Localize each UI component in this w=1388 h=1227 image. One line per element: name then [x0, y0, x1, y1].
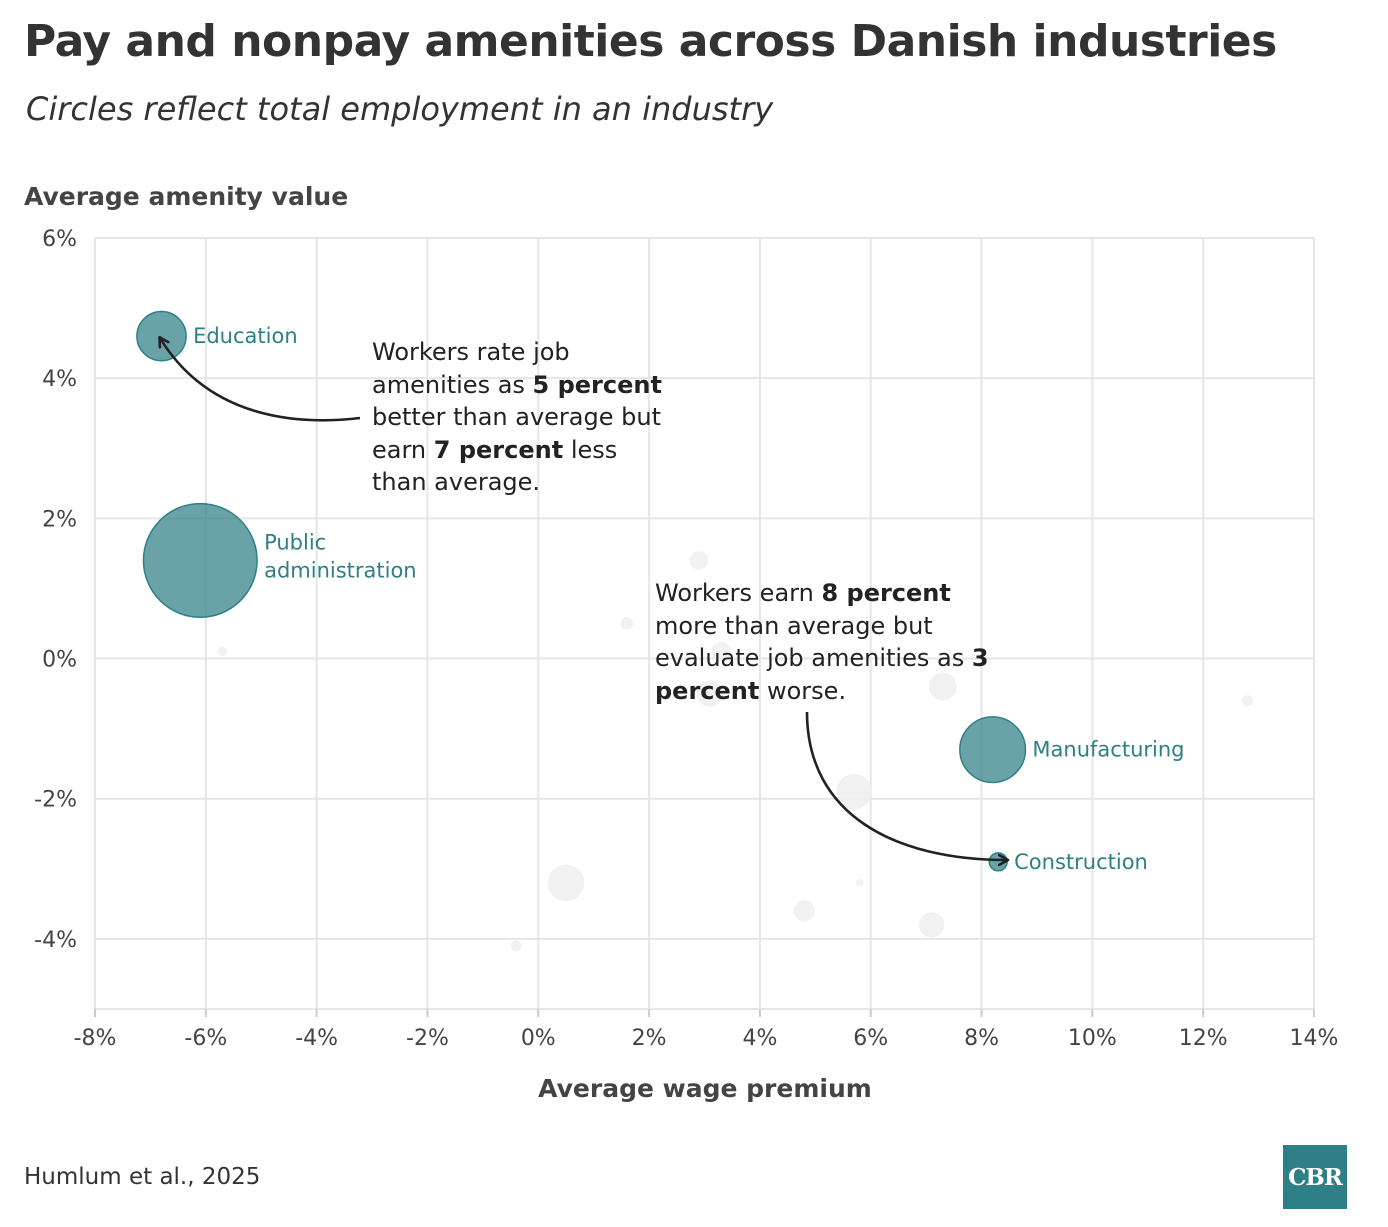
industry-bubble — [793, 900, 815, 922]
annotation-education: Workers rate job amenities as 5 percent … — [372, 336, 672, 499]
chart-title: Pay and nonpay amenities across Danish i… — [24, 16, 1277, 67]
public-administration-label: Public administration — [264, 530, 417, 582]
education-label-line: Education — [193, 324, 298, 348]
public-administration-label-line: administration — [264, 558, 417, 582]
annotation-emphasis: 7 percent — [433, 435, 564, 464]
public-administration-label-line: Public — [264, 530, 326, 554]
x-axis-ticks: -8% -6% -4% -2% 0% 2% 4% 6% 8% 10% 12% 14% — [74, 1009, 1339, 1051]
annotation-text: better than average but earn — [372, 403, 661, 464]
x-tick-label: -6% — [184, 1026, 227, 1051]
y-tick-label: 2% — [42, 507, 77, 532]
y-tick-label: 4% — [42, 367, 77, 392]
grid-lines — [94, 237, 1315, 1010]
x-tick-label: -8% — [74, 1026, 117, 1051]
education-arrow — [160, 338, 361, 422]
y-tick-label: -2% — [34, 788, 77, 813]
y-tick-label: 0% — [42, 648, 77, 673]
highlighted-labels: Education Public administration Manufacturi… — [193, 324, 1184, 874]
industry-bubble — [689, 551, 709, 570]
industry-bubble — [547, 864, 585, 902]
y-tick-label: -4% — [34, 928, 77, 953]
annotation-text: Workers rate job amenities as — [372, 338, 570, 399]
x-tick-label: 0% — [521, 1026, 556, 1051]
manufacturing-bubble — [959, 716, 1027, 784]
education-label: Education — [193, 324, 298, 348]
public-administration-bubble — [142, 502, 258, 618]
industry-bubble — [855, 879, 864, 887]
construction-label: Construction — [1014, 850, 1148, 874]
annotation-emphasis: 5 percent — [532, 370, 662, 399]
y-axis-ticks: -4% -2% 0% 2% 4% 6% — [34, 227, 77, 953]
manufacturing-label-line: Manufacturing — [1032, 738, 1184, 762]
industry-bubble — [1242, 695, 1254, 707]
x-tick-label: 12% — [1179, 1026, 1228, 1051]
x-tick-label: 4% — [742, 1026, 777, 1051]
education-bubble — [136, 310, 187, 362]
cbr-logo: CBR — [1283, 1145, 1347, 1209]
annotation-text: Workers earn — [655, 579, 822, 607]
x-tick-label: -4% — [295, 1026, 338, 1051]
industry-bubble — [217, 646, 228, 657]
industry-bubble — [510, 940, 522, 952]
y-tick-label: 6% — [42, 227, 77, 252]
construction-bubble — [988, 852, 1008, 872]
source-credit: Humlum et al., 2025 — [24, 1164, 261, 1190]
x-tick-label: 14% — [1290, 1026, 1339, 1051]
annotation-emphasis: 3 percent — [655, 644, 989, 705]
annotation-construction: Workers earn 8 percent more than average… — [655, 577, 995, 707]
x-tick-label: 6% — [853, 1026, 888, 1051]
annotation-text: worse. — [759, 676, 847, 705]
industry-bubble — [928, 672, 957, 701]
x-tick-label: 2% — [632, 1026, 667, 1051]
x-tick-label: 8% — [964, 1026, 999, 1051]
construction-arrow — [805, 711, 1007, 860]
manufacturing-label: Manufacturing — [1032, 738, 1184, 762]
annotation-text: less than average. — [372, 435, 618, 497]
industry-bubble — [836, 773, 872, 810]
construction-label-line: Construction — [1014, 850, 1148, 874]
annotation-text: more than average but evaluate job ameni… — [655, 611, 972, 673]
other-industries — [217, 551, 1254, 952]
industry-bubble — [711, 641, 731, 662]
x-tick-label: -2% — [406, 1026, 449, 1051]
industry-bubble — [696, 680, 724, 707]
industry-bubble — [620, 617, 634, 630]
y-axis-label: Average amenity value — [24, 182, 349, 211]
chart-subtitle: Circles reflect total employment in an i… — [26, 90, 774, 128]
industry-bubble — [918, 912, 945, 938]
x-tick-label: 10% — [1068, 1026, 1117, 1051]
annotation-emphasis: 8 percent — [821, 579, 951, 607]
x-axis-label: Average wage premium — [538, 1074, 872, 1103]
